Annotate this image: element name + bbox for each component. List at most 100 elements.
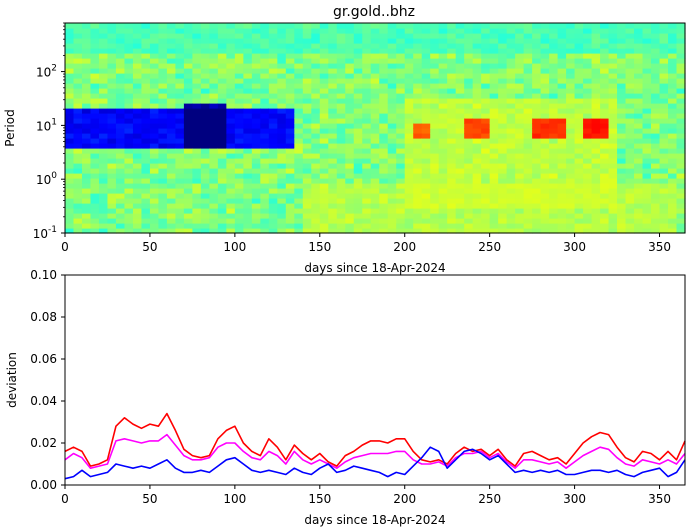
heatmap-cell [285,188,295,194]
heatmap-cell [277,113,287,119]
heatmap-cell [600,113,610,119]
heatmap-cell [506,73,516,79]
heatmap-cell [73,128,83,134]
heatmap-cell [523,188,533,194]
heatmap-cell [523,153,533,159]
heatmap-cell [345,213,355,219]
heatmap-cell [591,63,601,69]
heatmap-cell [600,193,610,199]
heatmap-cell [625,228,635,234]
heatmap-cell [65,53,75,59]
heatmap-cell [132,188,143,194]
heatmap-cell [676,148,686,154]
heatmap-cell [566,143,576,149]
heatmap-cell [430,203,440,209]
heatmap-cell [404,163,414,169]
heatmap-cell [617,53,627,59]
heatmap-cell [362,83,372,89]
heatmap-cell [591,133,601,139]
heatmap-cell [396,193,406,199]
heatmap-cell [549,58,559,64]
heatmap-cell [98,53,109,59]
heatmap-cell [158,203,168,209]
heatmap-cell [132,148,143,154]
heatmap-cell [489,208,499,214]
heatmap-cell [260,33,270,39]
heatmap-cell [294,128,304,134]
heatmap-cell [447,123,457,129]
heatmap-cell [243,123,253,129]
heatmap-cell [557,208,567,214]
heatmap-cell [574,33,584,39]
heatmap-cell [566,58,576,64]
heatmap-cell [251,88,261,94]
heatmap-cell [294,163,304,169]
heatmap-cell [472,173,482,179]
heatmap-cell [540,28,550,34]
heatmap-cell [362,128,372,134]
heatmap-cell [515,223,525,229]
heatmap-cell [506,208,516,214]
heatmap-cell [464,198,474,204]
heatmap-cell [226,58,236,64]
heatmap-cell [659,73,669,79]
heatmap-cell [472,123,482,129]
heatmap-cell [226,88,236,94]
heatmap-cell [515,108,525,114]
heatmap-cell [642,133,652,139]
heatmap-cell [226,68,236,74]
heatmap-cell [379,88,389,94]
heatmap-cell [421,228,431,234]
heatmap-cell [209,228,219,234]
heatmap-cell [149,68,160,74]
heatmap-cell [141,143,151,149]
heatmap-cell [353,98,363,104]
heatmap-cell [107,193,117,199]
heatmap-cell [489,63,499,69]
heatmap-cell [532,78,542,84]
heatmap-cell [396,153,406,159]
heatmap-cell [523,163,533,169]
heatmap-cell [540,203,550,209]
heatmap-cell [651,203,661,209]
heatmap-cell [183,153,193,159]
heatmap-cell [319,23,329,29]
heatmap-cell [192,73,202,79]
heatmap-cell [277,153,287,159]
heatmap-cell [345,113,355,119]
heatmap-cell [659,23,669,29]
heatmap-cell [158,98,168,104]
heatmap-cell [65,178,75,184]
heatmap-cell [362,163,372,169]
heatmap-cell [549,158,559,164]
heatmap-cell [251,58,261,64]
heatmap-cell [549,173,559,179]
heatmap-cell [362,68,372,74]
heatmap-cell [302,78,312,84]
heatmap-cell [251,178,261,184]
heatmap-cell [158,118,168,124]
heatmap-cell [379,223,389,229]
heatmap-cell [345,223,355,229]
heatmap-cell [532,173,542,179]
heatmap-cell [183,178,193,184]
heatmap-cell [651,103,661,109]
heatmap-cell [319,218,329,224]
heatmap-cell [651,23,661,29]
heatmap-cell [234,208,244,214]
heatmap-cell [277,68,287,74]
heatmap-cell [659,198,669,204]
heatmap-cell [200,203,210,209]
heatmap-cell [557,63,567,69]
heatmap-cell [608,133,618,139]
heatmap-cell [404,53,414,59]
heatmap-cell [353,58,363,64]
heatmap-cell [396,223,406,229]
heatmap-cell [472,98,482,104]
heatmap-cell [217,168,227,174]
heatmap-cell [200,188,210,194]
heatmap-cell [73,113,83,119]
heatmap-cell [362,108,372,114]
heatmap-cell [464,168,474,174]
heatmap-cell [506,178,516,184]
